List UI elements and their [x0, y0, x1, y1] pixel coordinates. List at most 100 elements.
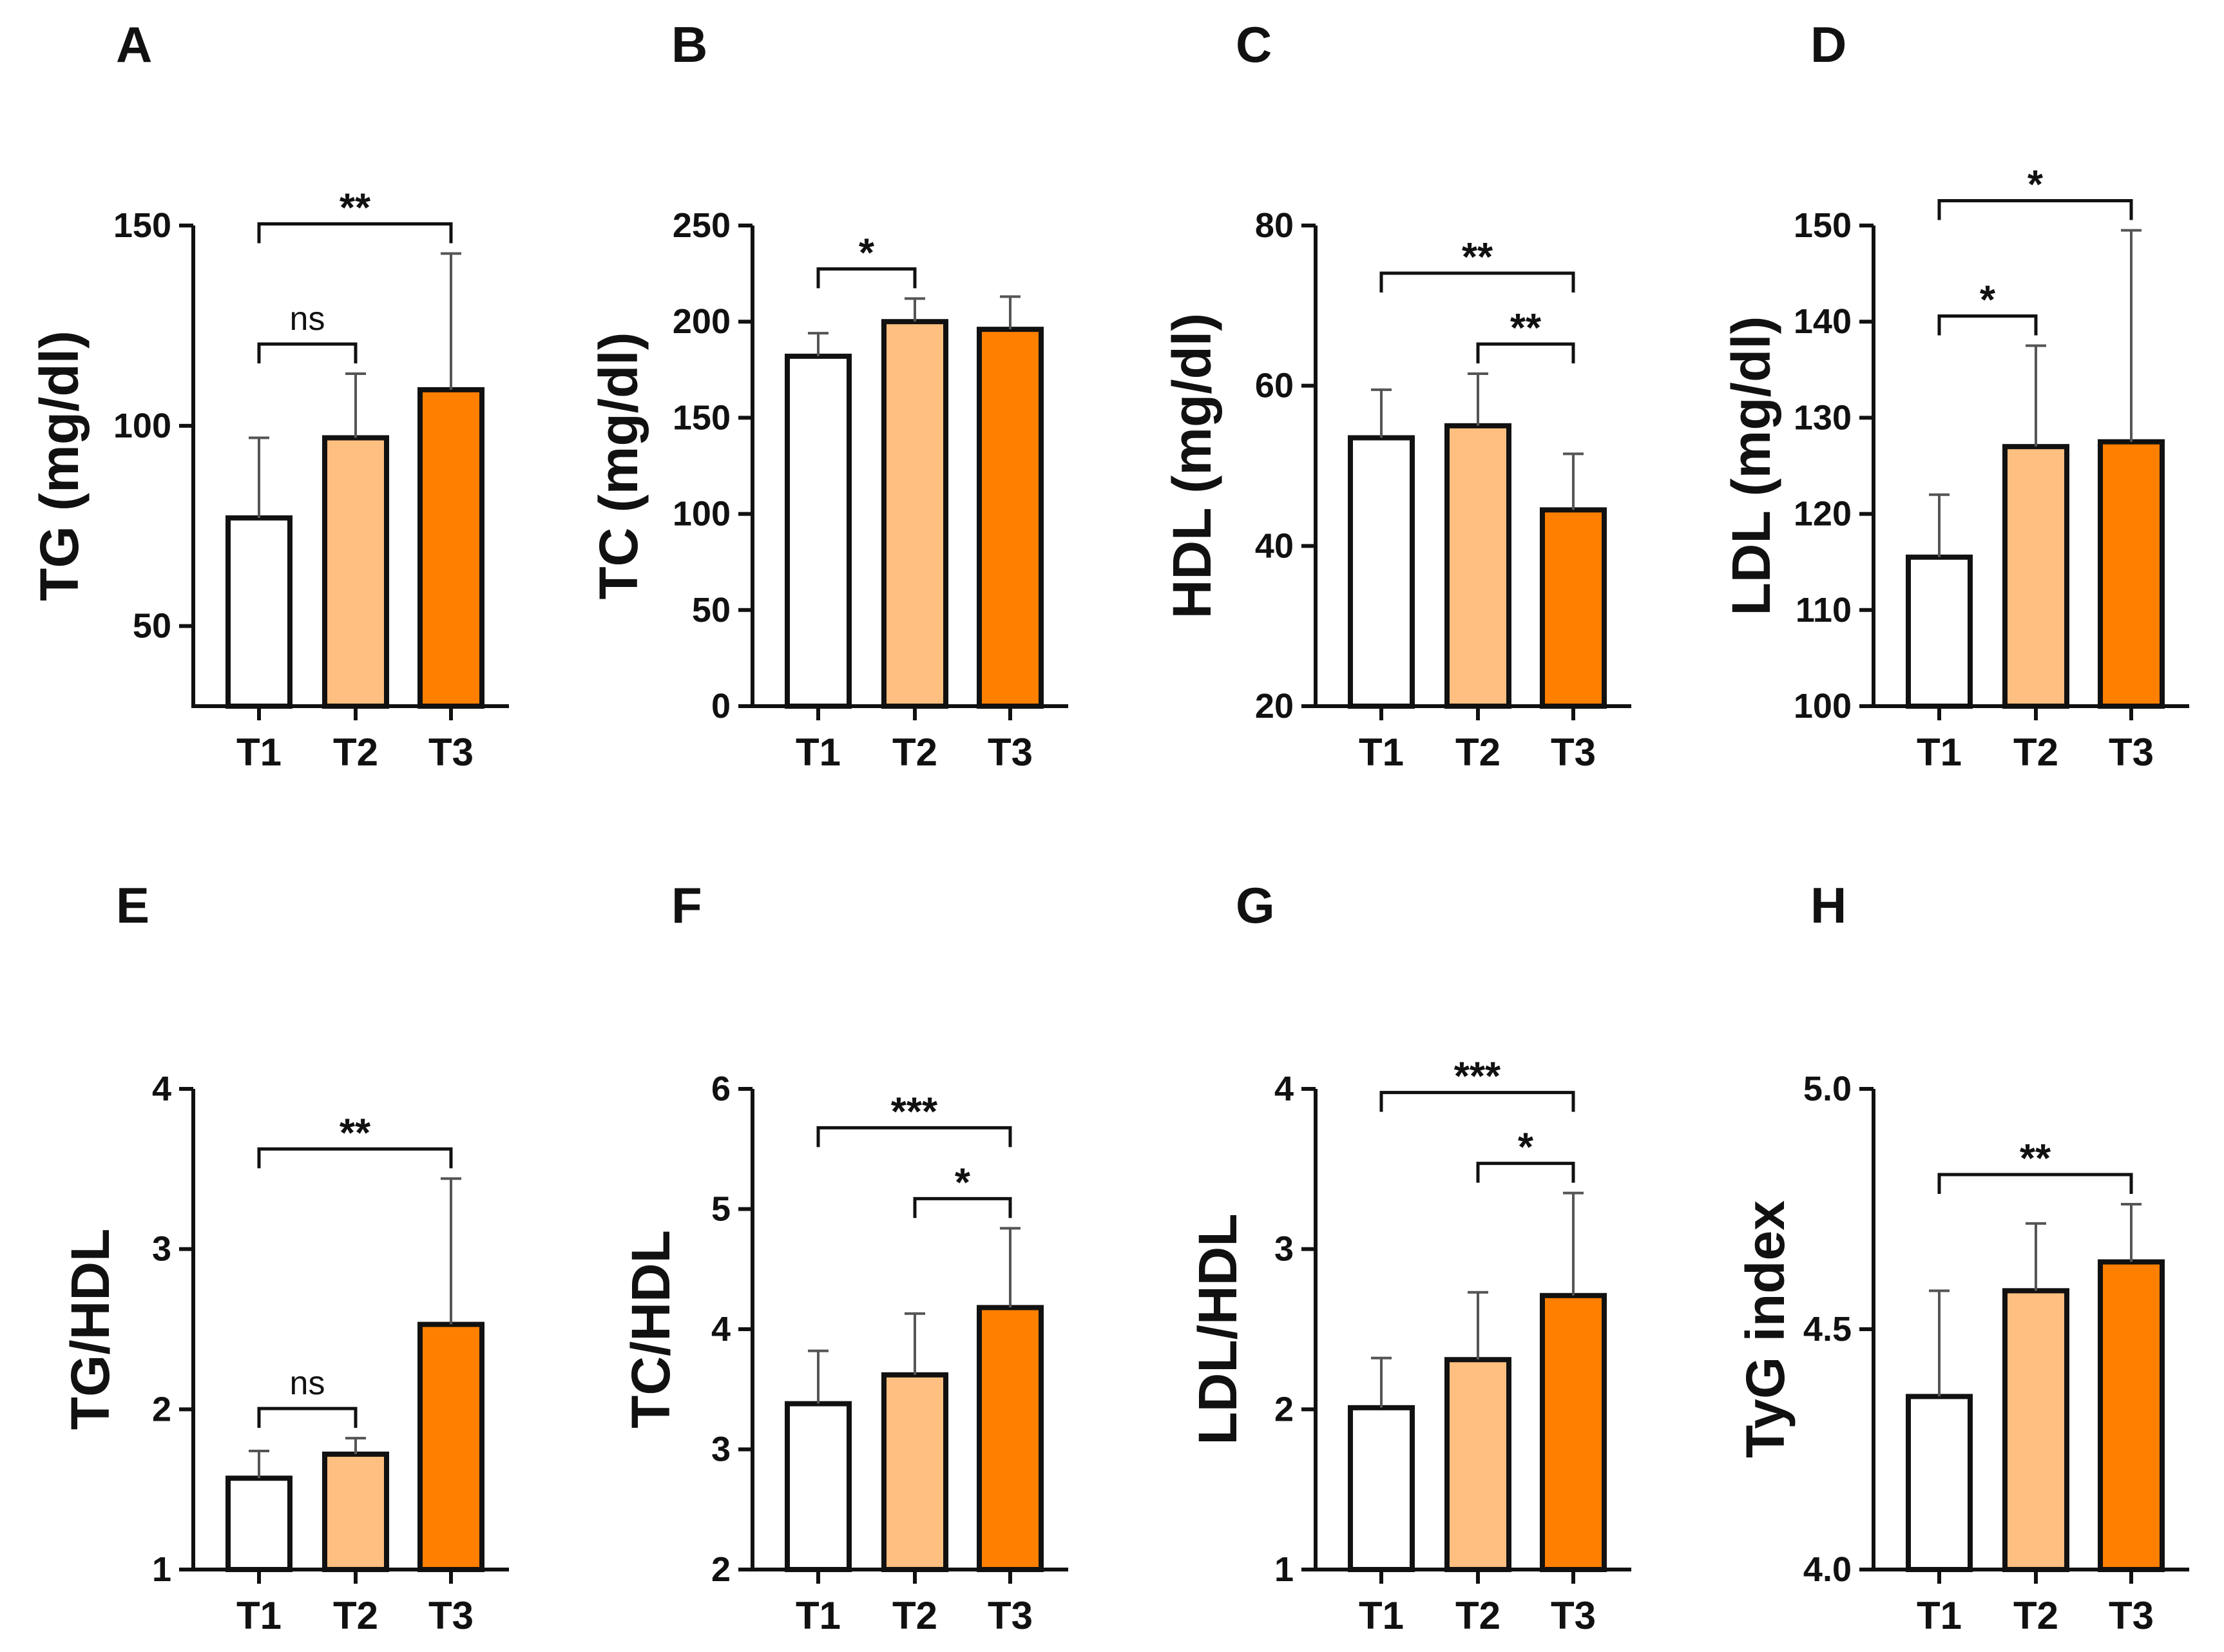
significance-bracket	[1476, 1162, 1575, 1183]
bar-t1	[1348, 435, 1415, 709]
panel-letter: E	[116, 877, 149, 934]
x-tick-label: T2	[333, 1594, 378, 1637]
x-tick-label: T3	[428, 731, 474, 774]
y-axis-label: LDL (mg/dl)	[1721, 316, 1781, 615]
bar-t3	[2098, 439, 2165, 709]
y-tick-label: 60	[1255, 367, 1294, 405]
y-axis-label: TC/HDL	[620, 1230, 681, 1428]
y-tick-label: 250	[673, 206, 731, 245]
y-tick-label: 3	[152, 1230, 171, 1269]
x-tick-label: T2	[2013, 731, 2058, 774]
panel-a: A TG (mg/dl) 50 100 150 T1 T2 T3 ns **	[29, 16, 509, 774]
significance-bracket	[1379, 1091, 1575, 1112]
bar-t3	[417, 1321, 484, 1573]
y-tick-label: 4	[152, 1070, 171, 1108]
y-tick-label: 40	[1255, 526, 1294, 565]
significance-label: **	[1462, 235, 1493, 280]
x-tick-label: T1	[796, 1594, 841, 1637]
y-tick-label: 120	[1794, 495, 1852, 533]
bar-t2	[322, 1451, 389, 1572]
y-tick-label: 80	[1255, 206, 1294, 245]
y-axis-label: TG (mg/dl)	[29, 331, 90, 601]
y-tick-label: 4.0	[1803, 1550, 1852, 1589]
significance-label: ns	[290, 300, 325, 338]
y-tick-label: 100	[673, 495, 731, 533]
y-tick-label: 4.5	[1803, 1310, 1852, 1349]
significance-bracket	[257, 342, 358, 364]
significance-label: **	[340, 1111, 371, 1155]
x-tick-label: T2	[892, 1594, 937, 1637]
bar-t1	[785, 353, 852, 709]
significance-label: ***	[1454, 1055, 1501, 1099]
x-tick-label: T2	[1455, 731, 1500, 774]
significance-label: *	[2027, 162, 2044, 207]
x-tick-label: T3	[1551, 1594, 1596, 1637]
x-tick-label: T1	[1359, 731, 1404, 774]
panel-letter: H	[1810, 877, 1846, 934]
y-tick-label: 5.0	[1803, 1070, 1852, 1108]
significance-bracket	[816, 267, 917, 289]
panel-d: D LDL (mg/dl) 100 110 120 130 140 150 T1 T2 T3 * *	[1721, 16, 2189, 774]
bar-t2	[881, 319, 948, 709]
panel-b: B TC (mg/dl) 0 50 100 150 200 250 T1 T2 T3 *	[588, 16, 1068, 774]
bar-t2	[1444, 423, 1511, 709]
bar-t2	[1444, 1357, 1511, 1572]
significance-label: **	[2020, 1137, 2051, 1181]
significance-label: *	[1518, 1126, 1534, 1170]
significance-label: **	[340, 186, 371, 231]
x-tick-label: T3	[2109, 1594, 2154, 1637]
panel-letter: B	[671, 16, 707, 73]
significance-label: ns	[290, 1365, 325, 1402]
y-axis-label: HDL (mg/dl)	[1162, 313, 1222, 619]
y-axis-label: TyG index	[1735, 1200, 1796, 1458]
panel-c: C HDL (mg/dl) 20 40 60 80 T1 T2 T3 ** **	[1162, 16, 1631, 774]
y-tick-label: 150	[113, 206, 171, 245]
bar-t3	[977, 1305, 1044, 1573]
x-tick-label: T1	[796, 731, 841, 774]
significance-bracket	[1937, 314, 2038, 336]
significance-bracket	[1379, 271, 1575, 293]
y-tick-label: 1	[1274, 1550, 1294, 1589]
bar-t3	[2098, 1259, 2165, 1573]
x-tick-label: T2	[1455, 1594, 1500, 1637]
y-tick-label: 100	[1794, 687, 1852, 725]
y-axis-label: LDL/HDL	[1187, 1213, 1248, 1445]
y-tick-label: 4	[1274, 1070, 1294, 1108]
panel-letter: G	[1236, 877, 1275, 934]
x-tick-label: T2	[892, 731, 937, 774]
y-tick-label: 150	[673, 398, 731, 437]
x-tick-label: T3	[988, 1594, 1033, 1637]
bar-t1	[1348, 1405, 1415, 1573]
y-tick-label: 6	[711, 1070, 731, 1108]
bar-t1	[225, 515, 292, 709]
significance-bracket	[1937, 1173, 2133, 1195]
panel-letter: D	[1810, 16, 1846, 73]
y-tick-label: 0	[711, 687, 731, 725]
bar-t3	[1540, 507, 1607, 709]
bar-t2	[2002, 1288, 2069, 1572]
y-tick-label: 1	[152, 1550, 171, 1589]
bar-t3	[417, 387, 484, 709]
y-tick-label: 200	[673, 302, 731, 341]
y-tick-label: 130	[1794, 398, 1852, 437]
bar-t1	[1906, 1394, 1973, 1572]
bar-t2	[2002, 444, 2069, 709]
x-tick-label: T3	[428, 1594, 474, 1637]
x-tick-label: T3	[2109, 731, 2154, 774]
bar-t1	[225, 1475, 292, 1573]
y-axis-label: TG/HDL	[60, 1229, 120, 1430]
x-tick-label: T1	[1917, 731, 1962, 774]
significance-label: *	[955, 1160, 971, 1205]
significance-bracket	[816, 1126, 1012, 1148]
significance-label: **	[1510, 306, 1542, 351]
significance-label: *	[1980, 278, 1996, 323]
y-tick-label: 50	[692, 591, 731, 629]
significance-bracket	[1476, 342, 1575, 364]
bar-t3	[1540, 1292, 1607, 1573]
y-tick-label: 20	[1255, 687, 1294, 725]
y-tick-label: 2	[711, 1550, 731, 1589]
significance-bracket	[257, 1147, 453, 1169]
x-tick-label: T1	[236, 731, 282, 774]
